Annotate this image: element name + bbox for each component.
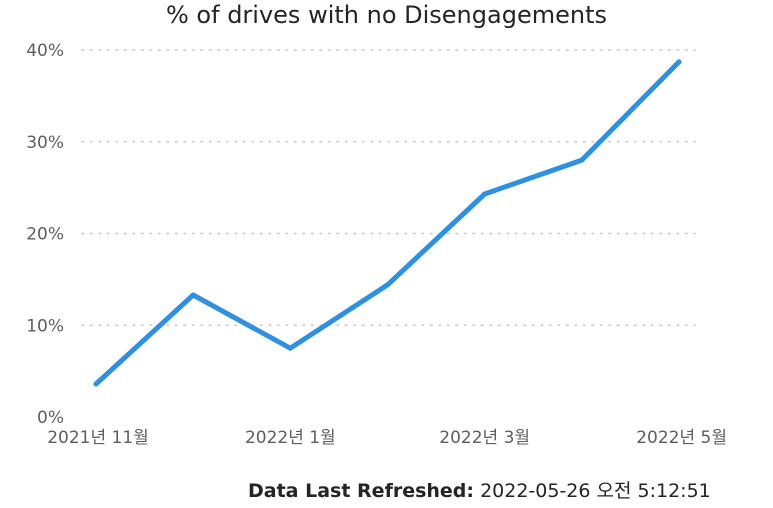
y-tick-label: 20% (26, 225, 64, 245)
data-point (287, 345, 293, 351)
x-tick-label: 2022년 5월 (636, 428, 727, 448)
y-tick-label: 40% (26, 41, 64, 61)
x-tick-label: 2021년 11월 (47, 428, 149, 448)
chart-title: % of drives with no Disengagements (166, 1, 607, 29)
series-layer (93, 59, 682, 387)
x-tick-label: 2022년 1월 (245, 428, 336, 448)
data-refresh-info: Data Last Refreshed: 2022-05-26 오전 5:12:… (248, 479, 711, 503)
y-axis-ticks: 0% 10% 20% 30% 40% (26, 41, 64, 428)
data-point (482, 191, 488, 197)
gridlines (81, 49, 696, 326)
refresh-timestamp: 2022-05-26 오전 5:12:51 (480, 480, 711, 502)
data-point (190, 292, 196, 298)
data-point (579, 157, 585, 163)
data-point (93, 381, 99, 387)
series-line (93, 59, 682, 387)
y-tick-label: 0% (37, 408, 64, 428)
y-tick-label: 30% (26, 133, 64, 153)
y-tick-label: 10% (26, 316, 64, 336)
data-point (385, 282, 390, 288)
line-chart: 0% 10% 20% 30% 40% 2021년 11월 2022년 1월 2022년 3월… (26, 41, 727, 448)
data-point (676, 59, 682, 65)
refresh-label: Data Last Refreshed: (248, 480, 475, 502)
x-tick-label: 2022년 3월 (439, 428, 530, 448)
x-axis-ticks: 2021년 11월 2022년 1월 2022년 3월 2022년 5월 (47, 428, 727, 448)
